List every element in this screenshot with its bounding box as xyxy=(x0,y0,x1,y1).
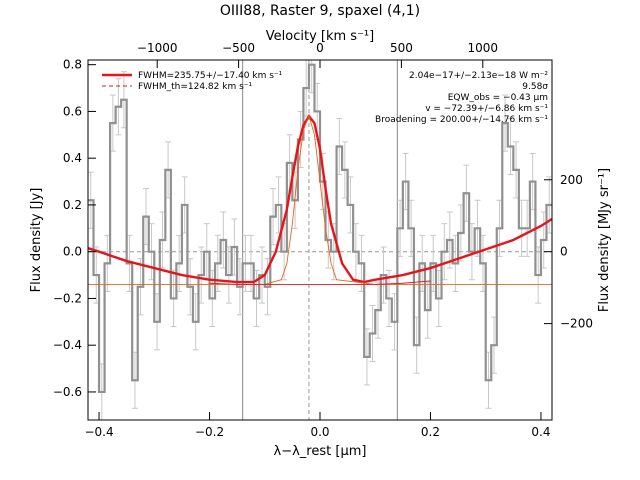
series-model-3 xyxy=(209,280,431,285)
plot-layer: −0.4 −0.2 0.0 0.2 0.4 −0.6 −0.4 −0.2 0.0 0.2 0.4 0.… xyxy=(53,41,593,439)
top-tick-label-4: 1000 xyxy=(468,41,499,55)
y-tick-label-1: −0.4 xyxy=(53,338,82,352)
y-tick-label-2: −0.2 xyxy=(53,291,82,305)
x-tick-label-4: 0.4 xyxy=(531,425,550,439)
annotation-broadening: Broadening = 200.00+/−14.76 km s⁻¹ xyxy=(375,115,548,125)
y-axis-label: Flux density [Jy] xyxy=(29,188,44,293)
right-tick-label-1: 0 xyxy=(560,245,568,259)
y-tick-label-5: 0.4 xyxy=(63,151,82,165)
series-model-1 xyxy=(88,113,552,284)
top-tick-label-1: −500 xyxy=(222,41,255,55)
right-tick-label-2: 200 xyxy=(560,173,583,187)
top-tick-label-0: −1000 xyxy=(137,41,178,55)
top-axis-label: Velocity [km s⁻¹] xyxy=(266,29,374,44)
x-tick-label-1: −0.2 xyxy=(195,425,224,439)
annotation-sigma: 9.58σ xyxy=(522,82,548,92)
legend-label-0: FWHM=235.75+/−17.40 km s⁻¹ xyxy=(138,71,283,81)
y-tick-label-3: 0.0 xyxy=(63,245,82,259)
x-tick-label-0: −0.4 xyxy=(84,425,113,439)
annotation-eqw: EQW_obs = −0.43 μm xyxy=(448,93,548,103)
y-tick-label-7: 0.8 xyxy=(63,58,82,72)
y-tick-label-6: 0.6 xyxy=(63,104,82,118)
x-tick-label-3: 0.2 xyxy=(421,425,440,439)
top-tick-label-3: 500 xyxy=(390,41,413,55)
annotation-flux: 2.04e−17+/−2.13e−18 W m⁻² xyxy=(409,71,548,81)
top-tick-label-2: 0 xyxy=(316,41,324,55)
x-axis-label: λ−λ_rest [μm] xyxy=(274,444,367,459)
annotation-velocity: v = −72.39+/−6.86 km s⁻¹ xyxy=(425,104,548,114)
right-axis-label: Flux density [MJy sr⁻¹] xyxy=(597,168,612,312)
plot-area xyxy=(88,60,552,420)
legend-label-1: FWHM_th=124.82 km s⁻¹ xyxy=(138,82,253,92)
chart-title: OIII88, Raster 9, spaxel (4,1) xyxy=(220,3,420,19)
y-tick-label-4: 0.2 xyxy=(63,198,82,212)
y-tick-label-0: −0.6 xyxy=(53,385,82,399)
right-tick-label-0: −200 xyxy=(560,317,593,331)
x-tick-label-2: 0.0 xyxy=(310,425,329,439)
